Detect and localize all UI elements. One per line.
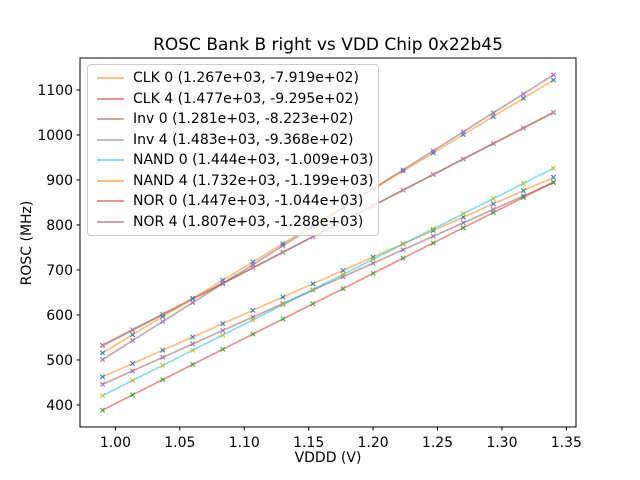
legend-label: NAND 4 (1.732e+03, -1.199e+03) (133, 172, 374, 189)
legend-entry-clk-4: CLK 4 (1.477e+03, -9.295e+02) (88, 89, 378, 110)
fit-line-inv-0 (102, 181, 554, 386)
x-tick-label: 1.30 (486, 435, 517, 451)
legend-line-swatch (97, 138, 124, 141)
y-tick-label: 1100 (37, 83, 73, 99)
x-tick-label: 1.15 (293, 435, 324, 451)
legend-line-swatch (97, 97, 124, 100)
legend-entry-inv-0: Inv 0 (1.281e+03, -8.223e+02) (88, 109, 378, 130)
legend-line-swatch (97, 77, 124, 80)
x-tick-label: 1.35 (551, 435, 582, 451)
legend-label: CLK 0 (1.267e+03, -7.919e+02) (133, 70, 359, 87)
legend-label: Inv 0 (1.281e+03, -8.223e+02) (133, 111, 354, 128)
y-tick-label: 900 (46, 173, 73, 189)
legend-label: NOR 0 (1.447e+03, -1.044e+03) (133, 193, 364, 210)
fit-line-nand-0 (102, 167, 554, 397)
x-tick-label: 1.25 (422, 435, 453, 451)
legend-entry-inv-4: Inv 4 (1.483e+03, -9.368e+02) (88, 130, 378, 151)
legend-entry-nor-0: NOR 0 (1.447e+03, -1.044e+03) (88, 191, 378, 212)
legend-line-swatch (97, 200, 124, 203)
legend-line-swatch (97, 118, 124, 121)
legend-label: NAND 0 (1.444e+03, -1.009e+03) (133, 152, 374, 169)
y-tick-label: 1000 (37, 128, 73, 144)
legend-label: Inv 4 (1.483e+03, -9.368e+02) (133, 131, 354, 148)
scatter-markers-nand-0 (99, 165, 557, 399)
fit-line-clk-0 (102, 176, 554, 378)
x-tick-label: 1.00 (100, 435, 131, 451)
legend-line-swatch (97, 220, 124, 223)
legend-entry-nand-4: NAND 4 (1.732e+03, -1.199e+03) (88, 171, 378, 192)
legend-label: NOR 4 (1.807e+03, -1.288e+03) (133, 213, 364, 230)
chart-title: ROSC Bank B right vs VDD Chip 0x22b45 (153, 35, 503, 55)
x-tick-label: 1.10 (229, 435, 260, 451)
y-tick-label: 400 (46, 398, 73, 414)
legend-entry-clk-0: CLK 0 (1.267e+03, -7.919e+02) (88, 68, 378, 89)
legend-line-swatch (97, 179, 124, 182)
y-tick-label: 600 (46, 308, 73, 324)
x-axis-label: VDDD (V) (294, 450, 362, 466)
fit-line-nor-0 (102, 181, 554, 411)
legend-line-swatch (97, 159, 124, 162)
y-tick-label: 500 (46, 353, 73, 369)
scatter-markers-nor-0 (99, 179, 557, 413)
legend-label: CLK 4 (1.477e+03, -9.295e+02) (133, 90, 359, 107)
x-tick-label: 1.20 (358, 435, 389, 451)
y-tick-label: 800 (46, 218, 73, 234)
y-tick-label: 700 (46, 263, 73, 279)
y-axis-label: ROSC (MHz) (19, 200, 35, 286)
legend-entry-nor-4: NOR 4 (1.807e+03, -1.288e+03) (88, 212, 378, 233)
x-tick-label: 1.05 (164, 435, 195, 451)
legend: CLK 0 (1.267e+03, -7.919e+02) CLK 4 (1.47… (87, 64, 379, 236)
legend-entry-nand-0: NAND 0 (1.444e+03, -1.009e+03) (88, 150, 378, 171)
axes-spines (79, 57, 577, 428)
